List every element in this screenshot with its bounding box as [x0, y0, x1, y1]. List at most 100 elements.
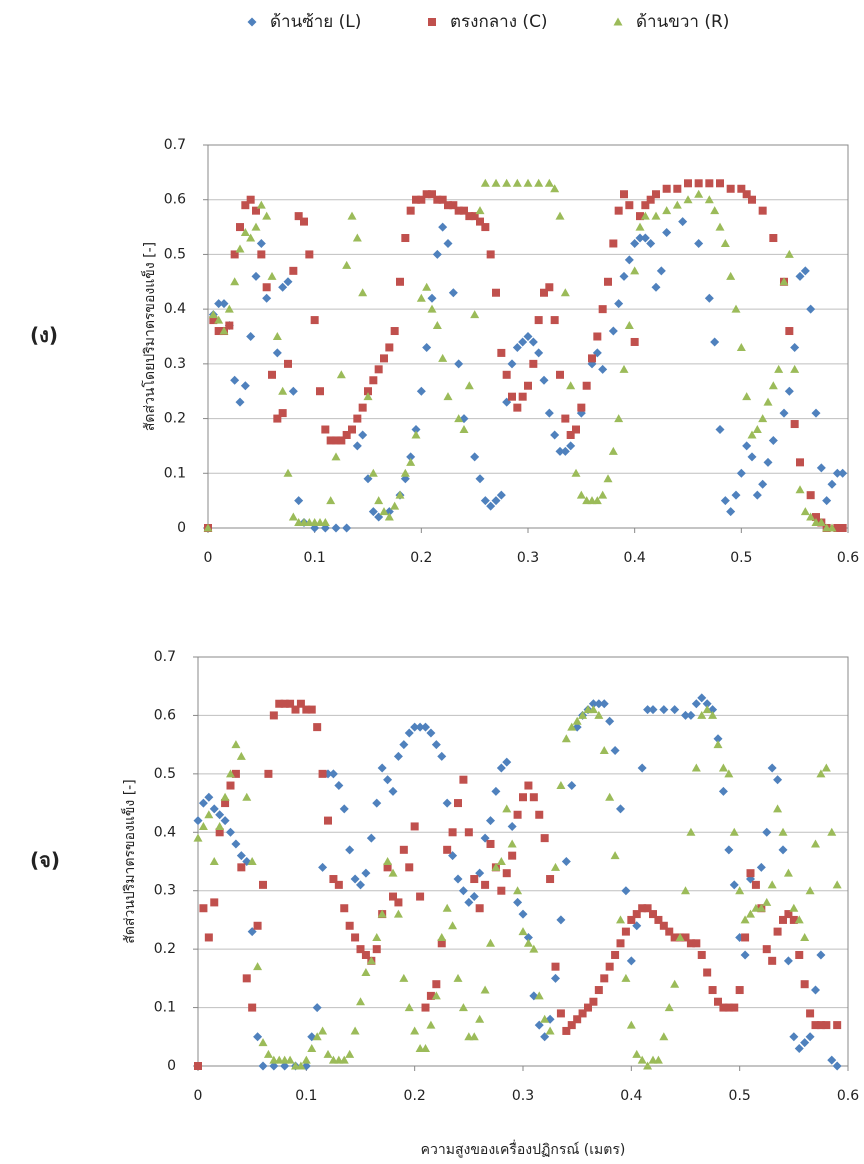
marker — [194, 834, 203, 842]
marker — [726, 272, 735, 280]
marker — [319, 770, 327, 778]
marker — [268, 272, 277, 280]
marker — [448, 921, 457, 929]
marker — [583, 382, 591, 390]
marker — [417, 387, 426, 396]
y-tick-label: 0.4 — [164, 301, 186, 317]
marker — [652, 190, 660, 198]
marker — [345, 1050, 354, 1058]
marker — [753, 491, 762, 500]
marker — [785, 387, 794, 396]
x-axis-title: ความสูงของเครื่องปฏิกรณ์ (เมตร) — [421, 1140, 626, 1158]
marker — [268, 371, 276, 379]
marker — [394, 910, 403, 918]
x-tick-label: 0.4 — [624, 550, 646, 566]
marker — [692, 939, 700, 947]
marker — [225, 322, 233, 330]
marker — [609, 327, 618, 336]
marker — [662, 206, 671, 214]
marker — [769, 381, 778, 389]
marker — [340, 904, 348, 912]
marker — [361, 968, 370, 976]
marker — [686, 711, 695, 720]
marker — [534, 348, 543, 357]
marker — [348, 426, 356, 434]
y-tick-label: 0.2 — [154, 941, 176, 957]
marker — [335, 881, 343, 889]
marker — [264, 770, 272, 778]
marker — [684, 179, 692, 187]
marker — [822, 1021, 830, 1029]
marker — [562, 857, 571, 866]
marker — [444, 239, 453, 248]
marker — [620, 190, 628, 198]
marker — [369, 507, 378, 516]
marker — [502, 804, 511, 812]
x-tick-label: 0 — [194, 1088, 203, 1104]
marker — [289, 267, 297, 275]
marker — [621, 886, 630, 895]
panel-label: (ง) — [30, 323, 58, 347]
marker — [800, 933, 809, 941]
marker — [369, 376, 377, 384]
x-tick-label: 0.1 — [304, 550, 326, 566]
marker — [773, 804, 782, 812]
marker — [252, 223, 261, 231]
marker — [421, 723, 430, 732]
marker — [604, 474, 613, 482]
marker — [351, 933, 359, 941]
marker — [562, 734, 571, 742]
marker — [503, 371, 511, 379]
marker — [636, 223, 645, 231]
marker — [705, 294, 714, 303]
marker — [600, 699, 609, 708]
marker — [340, 804, 349, 813]
y-tick-label: 0 — [167, 1058, 176, 1074]
marker — [795, 951, 803, 959]
marker — [318, 863, 327, 872]
marker — [358, 430, 367, 439]
marker — [556, 371, 564, 379]
marker — [438, 354, 447, 362]
marker — [727, 185, 735, 193]
marker — [595, 986, 603, 994]
marker — [716, 179, 724, 187]
legend-label: ด้านขวา (R) — [636, 12, 729, 32]
marker — [253, 962, 262, 970]
marker — [774, 365, 783, 373]
marker — [411, 822, 419, 830]
marker — [243, 974, 251, 982]
marker — [719, 787, 728, 796]
marker — [302, 1056, 311, 1064]
marker — [372, 933, 381, 941]
marker — [822, 764, 831, 772]
marker — [383, 775, 392, 784]
marker — [600, 746, 609, 754]
marker — [652, 283, 661, 292]
marker — [694, 190, 703, 198]
marker — [252, 272, 261, 281]
marker — [748, 196, 756, 204]
marker — [405, 728, 414, 737]
panel-label: (จ) — [30, 848, 60, 872]
marker — [779, 845, 788, 854]
marker — [332, 452, 341, 460]
marker — [205, 933, 213, 941]
marker — [342, 261, 351, 269]
marker — [561, 288, 570, 296]
marker — [508, 852, 516, 860]
marker — [210, 857, 219, 865]
marker — [361, 869, 370, 878]
marker — [774, 928, 782, 936]
marker — [199, 822, 208, 830]
marker — [561, 415, 569, 423]
marker — [353, 234, 362, 242]
marker — [410, 1026, 419, 1034]
marker — [705, 179, 713, 187]
marker — [254, 922, 262, 930]
marker — [470, 1032, 479, 1040]
marker — [801, 507, 810, 515]
marker — [380, 354, 388, 362]
marker — [449, 288, 458, 297]
marker — [486, 502, 495, 511]
